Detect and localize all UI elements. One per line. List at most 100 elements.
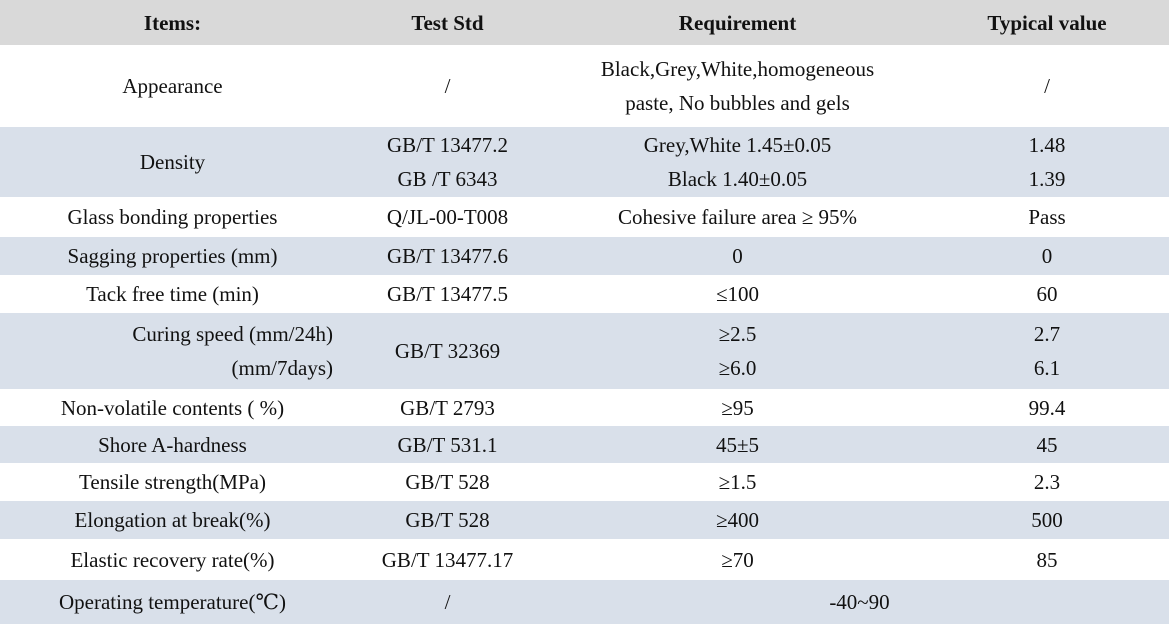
- cell-item: Curing speed (mm/24h) (mm/7days): [0, 313, 345, 389]
- cell-requirement: ≥1.5: [550, 463, 925, 501]
- table-header-row: Items: Test Std Requirement Typical valu…: [0, 0, 1169, 45]
- cell-requirement-line: 45±5: [715, 432, 760, 457]
- cell-test-std-line: GB/T 13477.17: [381, 547, 514, 572]
- cell-item: Tack free time (min): [0, 275, 345, 313]
- cell-typical-value-line: 1.48: [1028, 133, 1066, 157]
- cell-requirement-line: ≥6.0: [718, 356, 757, 380]
- cell-item-line: Non-volatile contents ( %): [60, 395, 285, 420]
- cell-test-std-line: /: [444, 590, 451, 614]
- cell-item: Elongation at break(%): [0, 501, 345, 539]
- cell-requirement: ≥95: [550, 389, 925, 426]
- cell-test-std-line: GB/T 13477.6: [387, 244, 508, 268]
- cell-requirement: Black,Grey,White,homogeneous paste, No bu…: [550, 45, 925, 127]
- header-typical-value: Typical value: [925, 0, 1169, 45]
- cell-test-std: GB/T 528: [345, 463, 550, 501]
- cell-requirement-typical-merged: -40~90: [550, 580, 1169, 624]
- cell-test-std-line: GB/T 13477.2: [387, 133, 508, 157]
- cell-typical-value: 2.3: [925, 463, 1169, 501]
- cell-requirement-line: ≤100: [715, 282, 760, 306]
- cell-typical-value-line: 2.3: [1033, 470, 1061, 494]
- cell-requirement-line: Black,Grey,White,homogeneous: [600, 57, 875, 81]
- cell-typical-value: 500: [925, 501, 1169, 539]
- header-test-std-label: Test Std: [411, 10, 484, 35]
- cell-typical-value: 0: [925, 237, 1169, 275]
- cell-test-std: /: [345, 580, 550, 624]
- cell-typical-value-line: 500: [1031, 508, 1063, 532]
- cell-test-std-line: GB/T 528: [405, 470, 490, 494]
- cell-requirement-line: ≥400: [715, 508, 760, 532]
- table-body: Appearance / Black,Grey,White,homogeneous p…: [0, 45, 1169, 624]
- cell-test-std-line: Q/JL-00-T008: [386, 205, 509, 229]
- header-items-label: Items:: [143, 10, 202, 35]
- cell-item-line: Elastic recovery rate(%): [70, 547, 275, 572]
- cell-requirement-line: Black 1.40±0.05: [667, 167, 808, 191]
- cell-requirement-line: ≥2.5: [718, 322, 757, 346]
- cell-item-line: Density: [139, 150, 206, 174]
- cell-item: Operating temperature(℃): [0, 580, 345, 624]
- cell-requirement-line: 0: [732, 244, 743, 268]
- cell-requirement-line: ≥1.5: [718, 470, 757, 494]
- cell-typical-value: 85: [925, 539, 1169, 580]
- header-typical-value-label: Typical value: [987, 10, 1107, 35]
- cell-requirement: ≥400: [550, 501, 925, 539]
- cell-item-line: Sagging properties (mm): [67, 244, 278, 268]
- cell-requirement: Grey,White 1.45±0.05 Black 1.40±0.05: [550, 127, 925, 197]
- cell-requirement-line: ≥70: [721, 547, 754, 572]
- cell-requirement: 0: [550, 237, 925, 275]
- cell-test-std: GB/T 13477.17: [345, 539, 550, 580]
- cell-typical-value: 99.4: [925, 389, 1169, 426]
- cell-requirement-typical-merged-line: -40~90: [829, 590, 890, 614]
- cell-typical-value: 1.48 1.39: [925, 127, 1169, 197]
- cell-requirement: ≥70: [550, 539, 925, 580]
- cell-test-std: GB/T 528: [345, 501, 550, 539]
- cell-typical-value-line: 45: [1036, 432, 1058, 457]
- cell-item-line: Glass bonding properties: [67, 205, 278, 229]
- table-row-appearance: Appearance / Black,Grey,White,homogeneous p…: [0, 45, 1169, 127]
- cell-typical-value: 45: [925, 426, 1169, 463]
- cell-typical-value-line: 0: [1041, 244, 1053, 268]
- cell-test-std-line: GB/T 528: [405, 508, 490, 532]
- table-row-elongation: Elongation at break(%) GB/T 528 ≥400 500: [0, 501, 1169, 539]
- table-row-non-volatile: Non-volatile contents ( %) GB/T 2793 ≥95 99…: [0, 389, 1169, 426]
- header-requirement: Requirement: [550, 0, 925, 45]
- cell-test-std: GB/T 32369: [345, 313, 550, 389]
- cell-item: Sagging properties (mm): [0, 237, 345, 275]
- table-row-operating-temperature: Operating temperature(℃) / -40~90: [0, 580, 1169, 624]
- table-row-sagging: Sagging properties (mm) GB/T 13477.6 0 0: [0, 237, 1169, 275]
- cell-test-std-line: /: [444, 74, 451, 98]
- table-row-tensile-strength: Tensile strength(MPa) GB/T 528 ≥1.5 2.3: [0, 463, 1169, 501]
- cell-item: Appearance: [0, 45, 345, 127]
- cell-typical-value-line: Pass: [1028, 205, 1066, 229]
- cell-typical-value: 60: [925, 275, 1169, 313]
- cell-requirement-line: Grey,White 1.45±0.05: [643, 133, 832, 157]
- cell-typical-value: Pass: [925, 197, 1169, 237]
- cell-requirement: ≥2.5 ≥6.0: [550, 313, 925, 389]
- cell-item-line: Curing speed (mm/24h): [132, 322, 333, 346]
- cell-typical-value-line: 2.7: [1033, 322, 1061, 346]
- cell-typical-value-line: 60: [1036, 282, 1058, 306]
- cell-test-std: GB/T 2793: [345, 389, 550, 426]
- cell-test-std-line: GB/T 32369: [394, 339, 501, 363]
- cell-requirement: ≤100: [550, 275, 925, 313]
- cell-typical-value-line: 6.1: [1033, 356, 1061, 380]
- cell-typical-value-line: 99.4: [1028, 395, 1066, 420]
- table-row-elastic-recovery: Elastic recovery rate(%) GB/T 13477.17 ≥70…: [0, 539, 1169, 580]
- cell-item-line: (mm/7days): [231, 356, 333, 380]
- cell-requirement-line: Cohesive failure area ≥ 95%: [618, 205, 857, 229]
- cell-item-line: Elongation at break(%): [74, 508, 271, 532]
- cell-item: Glass bonding properties: [0, 197, 345, 237]
- header-test-std: Test Std: [345, 0, 550, 45]
- cell-test-std-line: GB /T 6343: [397, 167, 498, 191]
- table-row-glass-bonding: Glass bonding properties Q/JL-00-T008 Cohe…: [0, 197, 1169, 237]
- cell-test-std: GB/T 13477.6: [345, 237, 550, 275]
- table-row-density: Density GB/T 13477.2 GB /T 6343 Grey,White …: [0, 127, 1169, 197]
- cell-requirement: Cohesive failure area ≥ 95%: [550, 197, 925, 237]
- cell-item-line: Operating temperature(℃): [59, 590, 286, 614]
- cell-test-std: /: [345, 45, 550, 127]
- cell-item: Non-volatile contents ( %): [0, 389, 345, 426]
- cell-requirement: 45±5: [550, 426, 925, 463]
- cell-item: Tensile strength(MPa): [0, 463, 345, 501]
- header-items: Items:: [0, 0, 345, 45]
- cell-test-std-line: GB/T 13477.5: [387, 282, 508, 306]
